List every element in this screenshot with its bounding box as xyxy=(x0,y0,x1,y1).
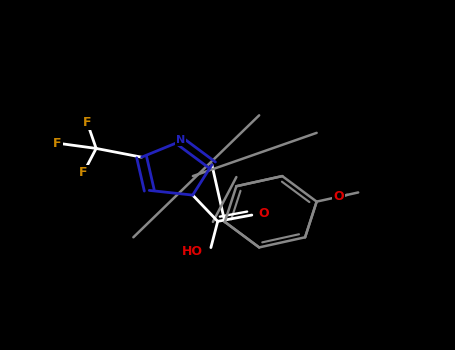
Text: O: O xyxy=(258,207,268,220)
Text: O: O xyxy=(333,190,344,203)
Text: HO: HO xyxy=(182,245,203,258)
Text: F: F xyxy=(53,136,62,150)
Text: F: F xyxy=(83,116,91,129)
Text: N: N xyxy=(176,135,185,145)
Text: F: F xyxy=(79,166,88,180)
